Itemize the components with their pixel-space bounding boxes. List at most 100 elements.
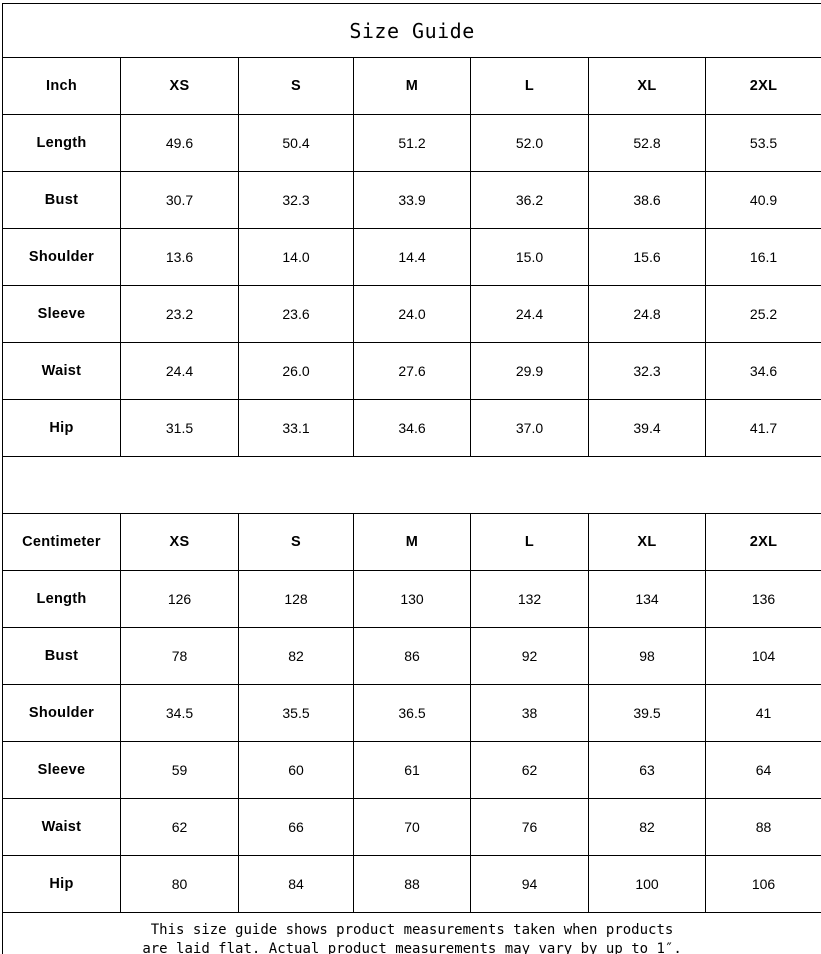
inch-waist-m: 27.6 (353, 342, 471, 400)
inch-shoulder-l: 15.0 (470, 228, 589, 286)
cm-length-l: 132 (470, 570, 589, 628)
inch-length-xl: 52.8 (588, 114, 706, 172)
cm-shoulder-l: 38 (470, 684, 589, 742)
cm-shoulder-s: 35.5 (238, 684, 354, 742)
inch-bust-l: 36.2 (470, 171, 589, 229)
section-spacer (1, 456, 821, 514)
inch-hip-2xl: 41.7 (704, 399, 821, 457)
inch-length-l: 52.0 (470, 114, 589, 172)
cm-waist-xs: 62 (120, 798, 239, 856)
inch-size-header-xl: XL (588, 57, 706, 115)
inch-bust-m: 33.9 (353, 171, 471, 229)
size-guide-body: Size Guide Inch XS S M L XL 2XL Length 4… (1, 3, 821, 954)
table-row: Length 126 128 130 132 134 136 (2, 570, 821, 628)
inch-sleeve-2xl: 25.2 (704, 285, 821, 343)
note-line-2: are laid flat. Actual product measuremen… (142, 941, 682, 954)
section-spacer-row (1, 456, 821, 514)
size-guide-note: This size guide shows product measuremen… (1, 912, 821, 954)
inch-row-label-waist: Waist (2, 342, 121, 400)
inch-shoulder-m: 14.4 (353, 228, 471, 286)
cm-shoulder-m: 36.5 (353, 684, 471, 742)
inch-size-header-l: L (470, 57, 589, 115)
inch-waist-xl: 32.3 (588, 342, 706, 400)
inch-header-row: Inch XS S M L XL 2XL (2, 57, 821, 115)
inch-size-header-2xl: 2XL (704, 57, 821, 115)
inch-hip-l: 37.0 (470, 399, 589, 457)
inch-hip-s: 33.1 (238, 399, 354, 457)
cm-hip-2xl: 106 (704, 855, 821, 913)
cm-waist-s: 66 (238, 798, 354, 856)
cm-length-xl: 134 (588, 570, 706, 628)
inch-length-2xl: 53.5 (704, 114, 821, 172)
cm-row-label-hip: Hip (2, 855, 121, 913)
cm-bust-2xl: 104 (704, 627, 821, 685)
cm-sleeve-s: 60 (238, 741, 354, 799)
table-row: Waist 24.4 26.0 27.6 29.9 32.3 34.6 (2, 342, 821, 400)
cm-waist-m: 70 (353, 798, 471, 856)
cm-sleeve-l: 62 (470, 741, 589, 799)
cm-row-label-length: Length (2, 570, 121, 628)
cm-waist-xl: 82 (588, 798, 706, 856)
note-row: This size guide shows product measuremen… (1, 912, 821, 954)
table-row: Bust 78 82 86 92 98 104 (2, 627, 821, 685)
cm-sleeve-m: 61 (353, 741, 471, 799)
cm-length-m: 130 (353, 570, 471, 628)
size-guide-table: Size Guide Inch XS S M L XL 2XL Length 4… (1, 3, 821, 954)
cm-hip-s: 84 (238, 855, 354, 913)
inch-sleeve-xs: 23.2 (120, 285, 239, 343)
cm-row-label-bust: Bust (2, 627, 121, 685)
cm-unit-label: Centimeter (2, 513, 121, 571)
cm-bust-m: 86 (353, 627, 471, 685)
cm-size-header-xl: XL (588, 513, 706, 571)
cm-hip-m: 88 (353, 855, 471, 913)
cm-header-row: Centimeter XS S M L XL 2XL (2, 513, 821, 571)
inch-waist-l: 29.9 (470, 342, 589, 400)
inch-hip-m: 34.6 (353, 399, 471, 457)
inch-size-header-m: M (353, 57, 471, 115)
cm-sleeve-2xl: 64 (704, 741, 821, 799)
cm-size-header-m: M (353, 513, 471, 571)
cm-sleeve-xs: 59 (120, 741, 239, 799)
cm-bust-l: 92 (470, 627, 589, 685)
inch-shoulder-xl: 15.6 (588, 228, 706, 286)
table-row: Sleeve 23.2 23.6 24.0 24.4 24.8 25.2 (2, 285, 821, 343)
inch-size-header-xs: XS (120, 57, 239, 115)
cm-shoulder-xs: 34.5 (120, 684, 239, 742)
inch-row-label-hip: Hip (2, 399, 121, 457)
inch-row-label-bust: Bust (2, 171, 121, 229)
cm-shoulder-2xl: 41 (704, 684, 821, 742)
inch-row-label-shoulder: Shoulder (2, 228, 121, 286)
inch-row-label-length: Length (2, 114, 121, 172)
cm-row-label-waist: Waist (2, 798, 121, 856)
inch-hip-xl: 39.4 (588, 399, 706, 457)
inch-shoulder-xs: 13.6 (120, 228, 239, 286)
table-row: Hip 31.5 33.1 34.6 37.0 39.4 41.7 (2, 399, 821, 457)
cm-bust-xl: 98 (588, 627, 706, 685)
inch-sleeve-s: 23.6 (238, 285, 354, 343)
cm-bust-xs: 78 (120, 627, 239, 685)
cm-hip-xs: 80 (120, 855, 239, 913)
inch-shoulder-s: 14.0 (238, 228, 354, 286)
inch-bust-2xl: 40.9 (704, 171, 821, 229)
inch-waist-s: 26.0 (238, 342, 354, 400)
cm-hip-l: 94 (470, 855, 589, 913)
table-row: Hip 80 84 88 94 100 106 (2, 855, 821, 913)
table-row: Shoulder 13.6 14.0 14.4 15.0 15.6 16.1 (2, 228, 821, 286)
cm-shoulder-xl: 39.5 (588, 684, 706, 742)
cm-length-s: 128 (238, 570, 354, 628)
inch-sleeve-xl: 24.8 (588, 285, 706, 343)
cm-row-label-shoulder: Shoulder (2, 684, 121, 742)
inch-length-m: 51.2 (353, 114, 471, 172)
inch-size-header-s: S (238, 57, 354, 115)
cm-length-2xl: 136 (704, 570, 821, 628)
cm-size-header-xs: XS (120, 513, 239, 571)
cm-waist-2xl: 88 (704, 798, 821, 856)
cm-length-xs: 126 (120, 570, 239, 628)
inch-bust-xs: 30.7 (120, 171, 239, 229)
inch-hip-xs: 31.5 (120, 399, 239, 457)
cm-waist-l: 76 (470, 798, 589, 856)
inch-row-label-sleeve: Sleeve (2, 285, 121, 343)
note-line-1: This size guide shows product measuremen… (150, 922, 674, 938)
cm-sleeve-xl: 63 (588, 741, 706, 799)
